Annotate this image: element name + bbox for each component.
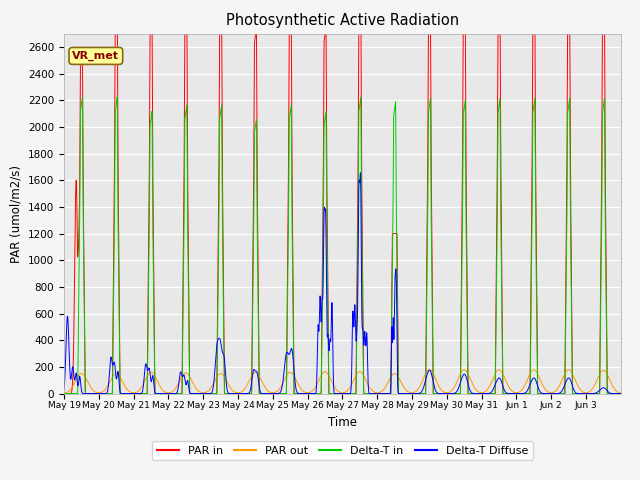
- Y-axis label: PAR (umol/m2/s): PAR (umol/m2/s): [10, 165, 22, 263]
- X-axis label: Time: Time: [328, 416, 357, 429]
- Title: Photosynthetic Active Radiation: Photosynthetic Active Radiation: [226, 13, 459, 28]
- Text: VR_met: VR_met: [72, 51, 119, 61]
- Legend: PAR in, PAR out, Delta-T in, Delta-T Diffuse: PAR in, PAR out, Delta-T in, Delta-T Dif…: [152, 441, 532, 460]
